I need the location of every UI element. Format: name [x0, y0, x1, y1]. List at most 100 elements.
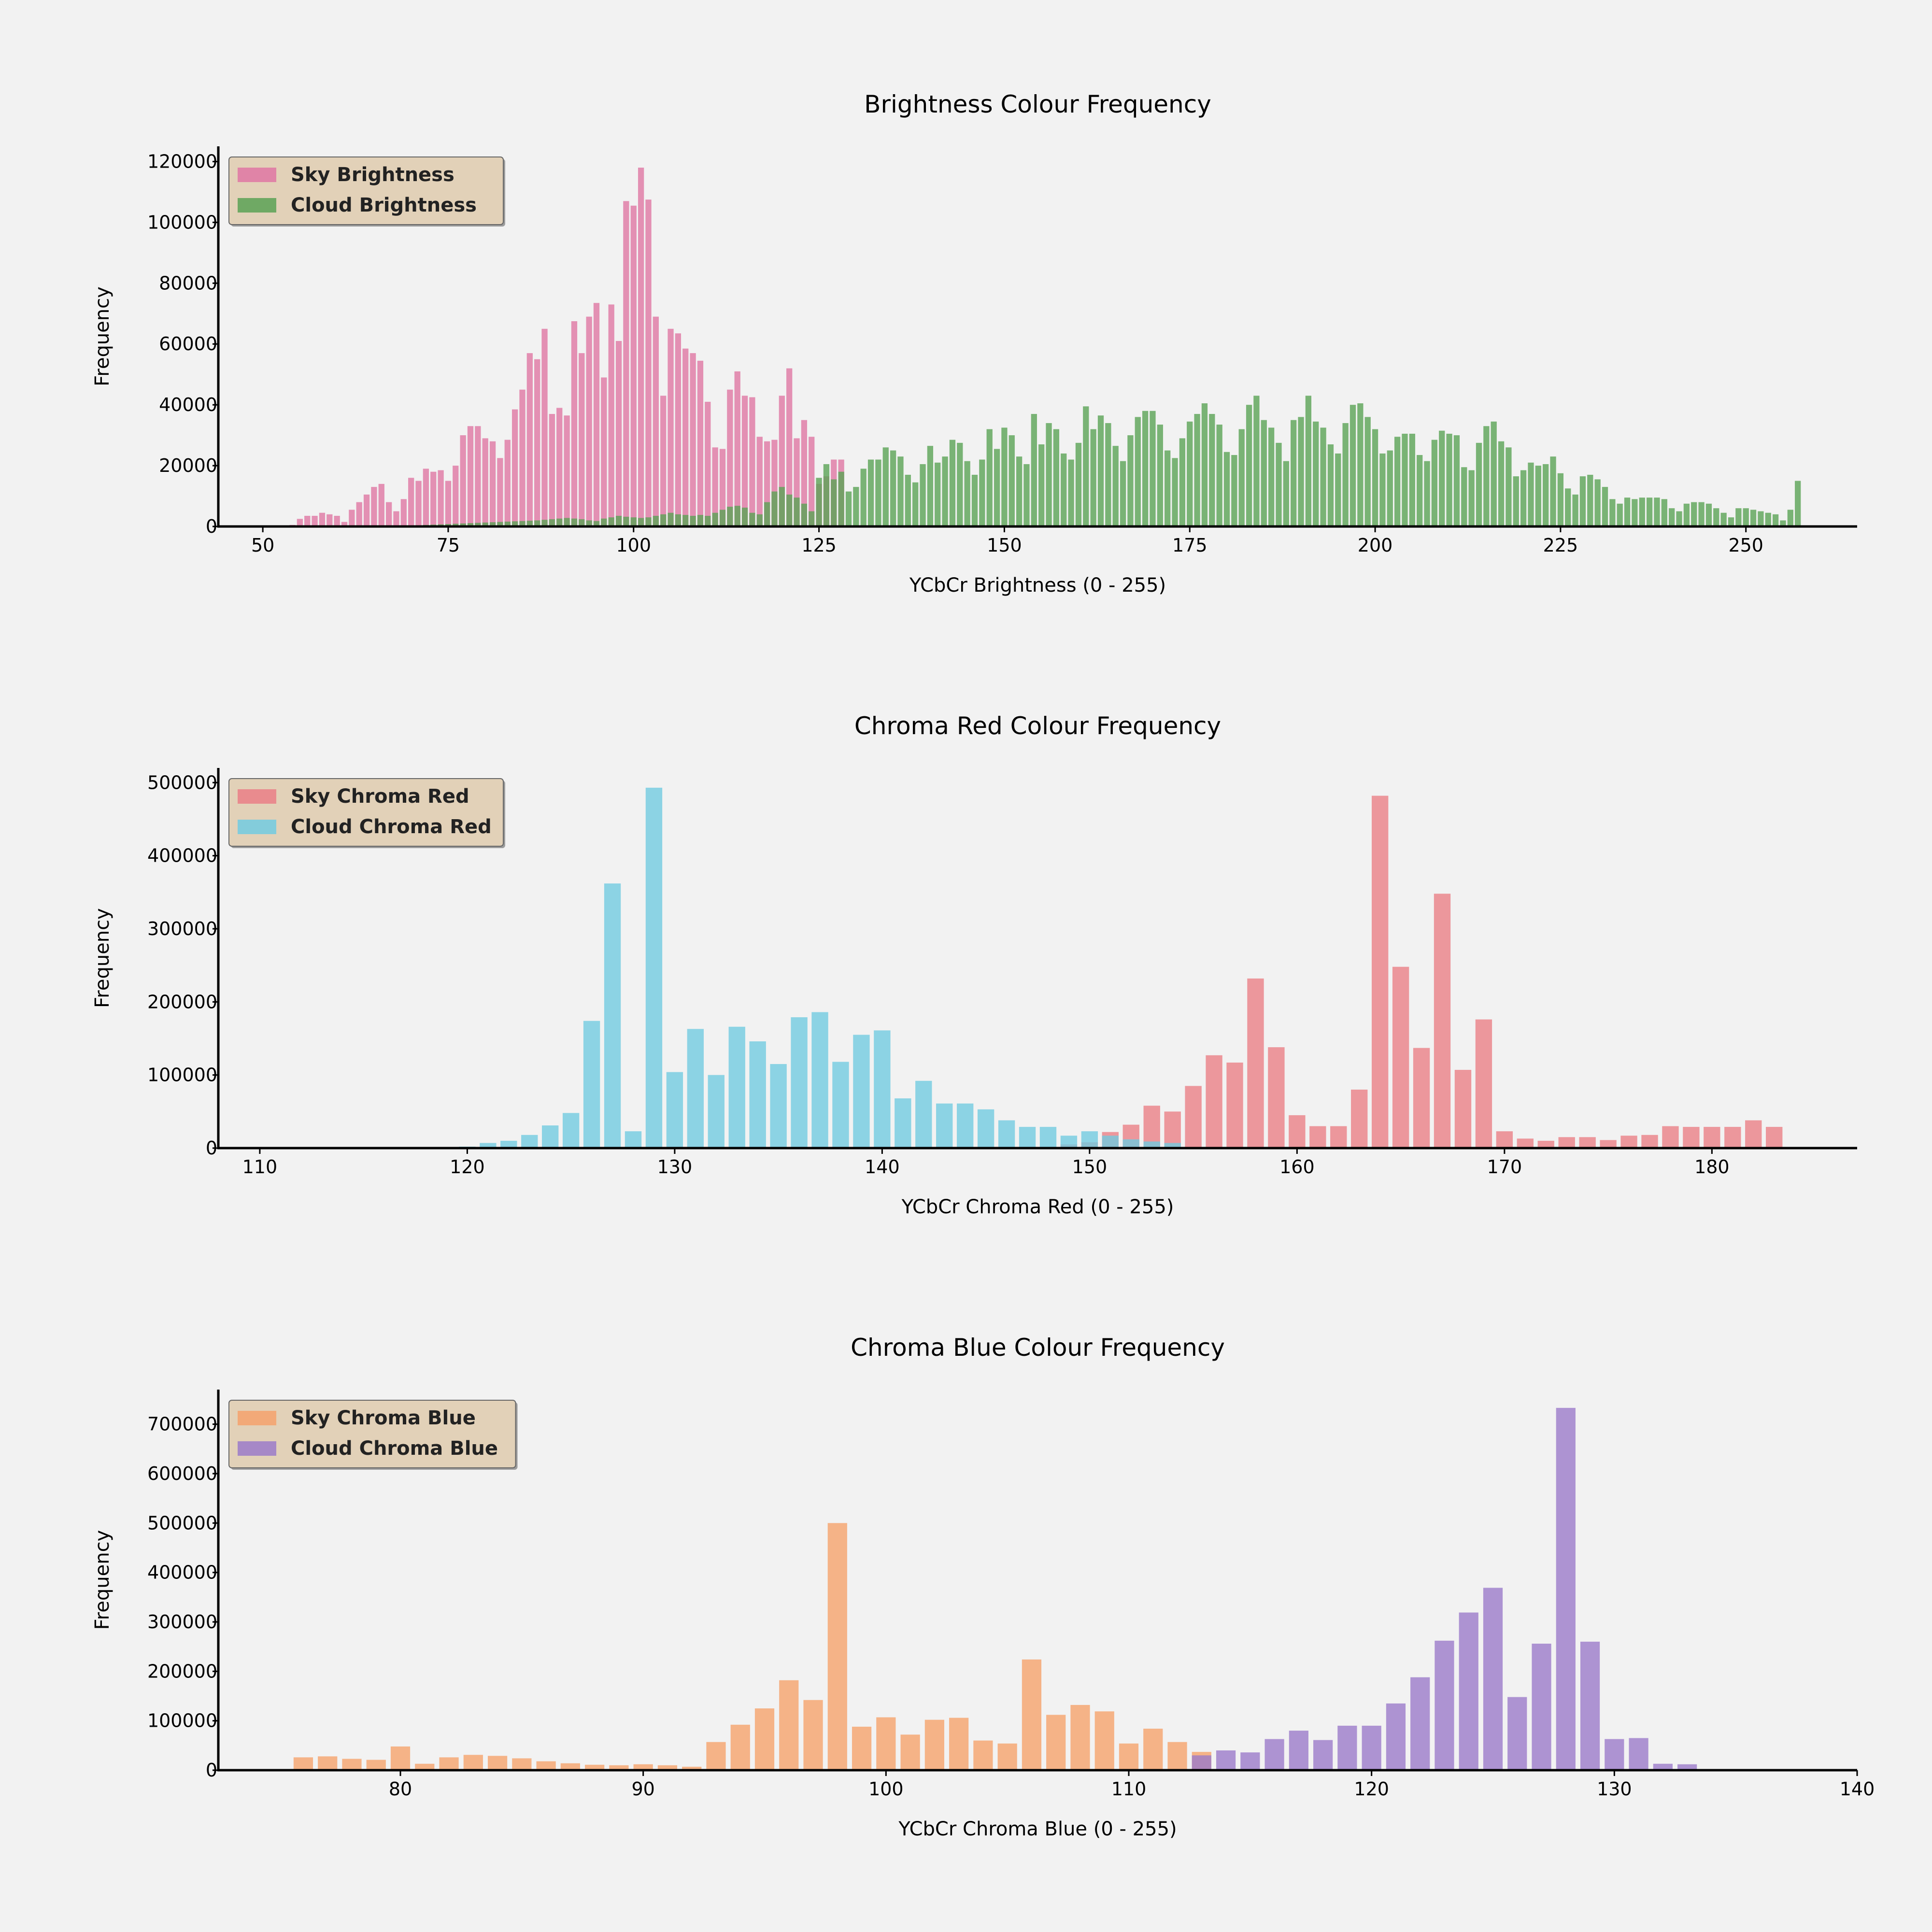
y-tick-label: 500000	[147, 772, 217, 793]
bar	[936, 1103, 953, 1148]
bar	[1031, 414, 1037, 526]
bar	[1291, 420, 1297, 526]
bar	[1305, 396, 1312, 526]
bar	[764, 502, 770, 526]
bar	[979, 459, 985, 526]
bar	[1264, 1739, 1284, 1770]
bar	[438, 470, 444, 526]
bar	[489, 522, 496, 526]
bar	[1046, 423, 1052, 526]
bar	[1413, 1048, 1430, 1148]
bar	[439, 1757, 459, 1770]
bar	[349, 510, 355, 526]
bar	[586, 316, 592, 526]
bar	[1023, 464, 1030, 526]
bar	[779, 1680, 799, 1770]
bar	[794, 497, 800, 526]
bar	[604, 883, 621, 1148]
bar	[638, 518, 644, 526]
bar	[593, 303, 600, 526]
bar	[705, 401, 711, 526]
bar	[706, 1742, 726, 1770]
bar	[475, 426, 481, 526]
bar	[1192, 1755, 1211, 1770]
bar	[675, 514, 682, 526]
bar	[1743, 508, 1749, 526]
bar	[697, 360, 704, 526]
bar	[1068, 459, 1074, 526]
bar	[998, 1120, 1015, 1148]
bar	[986, 429, 993, 526]
bar	[809, 437, 815, 526]
bar	[756, 437, 763, 526]
bar	[293, 1757, 313, 1770]
bar	[1556, 1407, 1576, 1770]
bar	[949, 440, 956, 526]
bar	[1496, 1131, 1513, 1148]
bar	[1164, 1111, 1181, 1148]
y-tick-label: 400000	[147, 845, 217, 867]
bar	[1150, 411, 1156, 526]
bar	[1143, 1106, 1160, 1148]
bar	[1758, 511, 1764, 526]
bar	[1206, 1055, 1222, 1148]
bar	[534, 359, 540, 526]
x-axis-label: YCbCr Chroma Red (0 - 255)	[901, 1196, 1174, 1218]
series-cloud	[1192, 1407, 1697, 1770]
bar	[638, 168, 644, 526]
y-tick-label: 500000	[147, 1512, 217, 1534]
bar	[1662, 1126, 1679, 1148]
x-axis-label: YCbCr Brightness (0 - 255)	[909, 574, 1166, 597]
x-tick-label: 50	[251, 535, 274, 556]
bar	[1289, 1731, 1308, 1770]
legend-swatch	[238, 789, 276, 804]
bar	[1283, 461, 1289, 526]
bar	[653, 316, 659, 526]
bar	[1632, 499, 1638, 526]
bar	[1194, 414, 1200, 526]
bar	[1231, 455, 1237, 526]
bar	[1795, 481, 1801, 526]
bar	[1780, 520, 1786, 526]
bar	[623, 201, 629, 527]
x-tick-label: 90	[631, 1778, 654, 1800]
bar	[1313, 1740, 1333, 1770]
bar	[1060, 1136, 1078, 1148]
x-tick-label: 140	[865, 1156, 900, 1178]
bar	[1061, 453, 1067, 526]
bar	[1535, 466, 1541, 526]
bar	[1350, 405, 1356, 526]
bar	[876, 1717, 896, 1770]
bar	[1683, 503, 1690, 526]
y-tick-label: 600000	[147, 1463, 217, 1484]
x-tick-label: 75	[437, 535, 460, 556]
bar	[657, 1765, 678, 1770]
bar	[653, 515, 659, 526]
bar	[615, 515, 622, 526]
y-tick-label: 80000	[159, 272, 217, 294]
bar	[390, 1746, 411, 1770]
bar	[630, 205, 637, 526]
bar	[630, 517, 637, 526]
bar	[1268, 427, 1275, 526]
bar	[1620, 1136, 1637, 1148]
bar	[1558, 1137, 1575, 1148]
bar	[875, 459, 881, 526]
bar	[460, 523, 466, 526]
bar	[927, 446, 934, 526]
bar	[727, 507, 733, 526]
bar	[1135, 417, 1141, 526]
bar	[1605, 1739, 1624, 1770]
bar	[690, 515, 696, 526]
bar	[526, 521, 533, 526]
bar	[583, 1021, 600, 1148]
bar	[519, 389, 526, 526]
bar	[408, 478, 414, 526]
bar	[660, 396, 667, 526]
bar	[924, 1719, 944, 1770]
bar	[1506, 447, 1512, 526]
y-tick-label: 0	[206, 1760, 217, 1781]
legend-swatch	[238, 820, 276, 834]
bar	[415, 1763, 435, 1770]
